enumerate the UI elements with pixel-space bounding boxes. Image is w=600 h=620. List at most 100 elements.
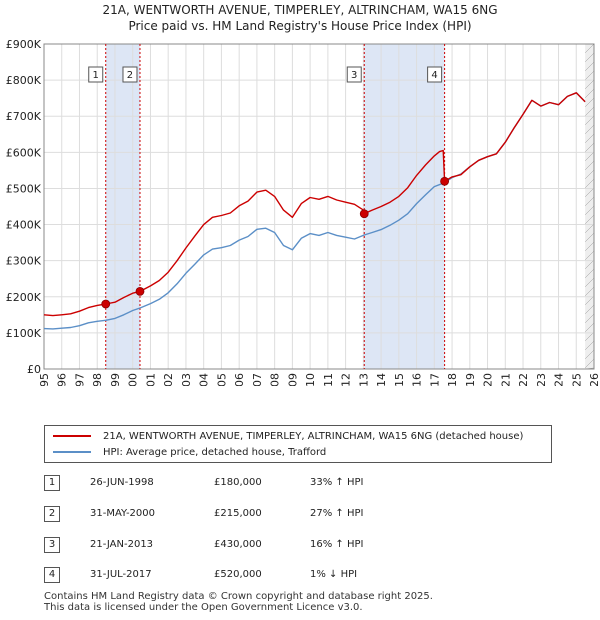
transaction-number: 4 xyxy=(44,567,60,583)
x-tick-label: 2018 xyxy=(446,373,459,386)
transaction-date: 26-JUN-1998 xyxy=(90,477,154,488)
forecast-hatch xyxy=(584,106,595,117)
transaction-hpi-delta: 1% ↓ HPI xyxy=(310,569,358,580)
chart-legend: 21A, WENTWORTH AVENUE, TIMPERLEY, ALTRIN… xyxy=(44,425,552,463)
x-tick-label: 1995 xyxy=(38,373,51,386)
x-tick-label: 2004 xyxy=(198,373,211,386)
y-tick-label: £400K xyxy=(6,219,42,232)
forecast-hatch xyxy=(584,232,595,243)
footer-copyright: Contains HM Land Registry data © Crown c… xyxy=(44,591,433,602)
forecast-hatch xyxy=(584,295,595,306)
forecast-hatch xyxy=(584,169,595,180)
forecast-hatch xyxy=(584,70,595,81)
forecast-hatch xyxy=(584,88,595,99)
transaction-hpi-delta: 16% ↑ HPI xyxy=(310,539,364,550)
transaction-marker-box xyxy=(427,66,443,83)
transaction-marker-label: 2 xyxy=(127,70,133,81)
x-tick-label: 2000 xyxy=(127,373,140,386)
x-tick-label: 2010 xyxy=(304,373,317,386)
forecast-hatch xyxy=(584,259,595,270)
x-tick-label: 2001 xyxy=(144,373,157,386)
transaction-point xyxy=(440,176,450,186)
x-tick-label: 1997 xyxy=(73,373,86,386)
y-tick-label: £200K xyxy=(6,291,42,304)
forecast-hatch xyxy=(584,241,595,252)
y-tick-label: £600K xyxy=(6,146,42,159)
legend-swatch-property xyxy=(53,435,91,437)
transaction-point xyxy=(359,209,369,219)
legend-label-property: 21A, WENTWORTH AVENUE, TIMPERLEY, ALTRIN… xyxy=(103,430,524,442)
forecast-hatch xyxy=(584,358,595,369)
forecast-hatch xyxy=(584,223,595,234)
transaction-point xyxy=(135,286,145,296)
x-tick-label: 2015 xyxy=(393,373,406,386)
forecast-hatch xyxy=(584,250,595,261)
x-tick-label: 1998 xyxy=(91,373,104,386)
forecast-hatch xyxy=(584,340,595,351)
footer: Contains HM Land Registry data © Crown c… xyxy=(44,591,433,613)
transaction-price: £180,000 xyxy=(214,477,262,488)
transaction-date: 21-JAN-2013 xyxy=(90,539,154,550)
x-tick-label: 2020 xyxy=(482,373,495,386)
x-tick-label: 2007 xyxy=(251,373,264,386)
transaction-number: 1 xyxy=(44,475,60,491)
forecast-hatch xyxy=(584,124,595,135)
transaction-hpi-delta: 33% ↑ HPI xyxy=(310,477,364,488)
title-subtitle: Price paid vs. HM Land Registry's House … xyxy=(128,19,472,33)
y-tick-label: £100K xyxy=(6,327,42,340)
transaction-price: £430,000 xyxy=(214,539,262,550)
forecast-hatch xyxy=(584,205,595,216)
forecast-hatch xyxy=(584,43,595,54)
transaction-date: 31-JUL-2017 xyxy=(90,569,152,580)
x-tick-label: 2005 xyxy=(215,373,228,386)
x-tick-label: 2012 xyxy=(340,373,353,386)
transaction-marker-label: 1 xyxy=(93,70,99,81)
forecast-hatch xyxy=(584,313,595,324)
x-tick-label: 2026 xyxy=(588,373,600,386)
forecast-hatch xyxy=(584,178,595,189)
forecast-hatch xyxy=(584,196,595,207)
x-tick-label: 2024 xyxy=(553,373,566,386)
x-tick-label: 2023 xyxy=(535,373,548,386)
x-tick-label: 2006 xyxy=(233,373,246,386)
legend-swatch-hpi xyxy=(53,451,91,453)
forecast-hatch xyxy=(584,187,595,198)
forecast-hatch xyxy=(584,115,595,126)
forecast-hatch xyxy=(584,61,595,72)
forecast-hatch xyxy=(584,79,595,90)
transaction-point xyxy=(101,299,111,309)
transaction-number: 2 xyxy=(44,506,60,522)
price-chart: £0 £100K £200K £300K £400K £500K £600K £700K £80… xyxy=(6,38,600,386)
legend-item-hpi: HPI: Average price, detached house, Traf… xyxy=(53,445,326,459)
x-tick-label: 1999 xyxy=(109,373,122,386)
shaded-period xyxy=(364,44,445,369)
y-tick-label: £900K xyxy=(6,38,42,51)
forecast-hatch xyxy=(584,52,595,63)
forecast-hatch xyxy=(584,268,595,279)
forecast-hatch xyxy=(584,151,595,162)
title-address: 21A, WENTWORTH AVENUE, TIMPERLEY, ALTRIN… xyxy=(102,3,498,17)
transaction-marker-box xyxy=(88,66,104,83)
x-tick-label: 2022 xyxy=(517,373,530,386)
x-tick-label: 2002 xyxy=(162,373,175,386)
y-tick-label: £700K xyxy=(6,110,42,123)
forecast-hatch xyxy=(584,286,595,297)
x-tick-label: 2025 xyxy=(570,373,583,386)
forecast-region xyxy=(585,44,594,369)
transaction-marker-box xyxy=(122,66,138,83)
transaction-marker-label: 4 xyxy=(431,70,437,81)
forecast-hatch xyxy=(584,160,595,171)
x-tick-label: 2009 xyxy=(286,373,299,386)
x-tick-label: 2003 xyxy=(180,373,193,386)
forecast-hatch xyxy=(584,304,595,315)
transaction-price: £520,000 xyxy=(214,569,262,580)
x-tick-label: 1996 xyxy=(56,373,69,386)
footer-licence: This data is licensed under the Open Gov… xyxy=(44,602,363,613)
forecast-hatch xyxy=(584,97,595,108)
forecast-hatch xyxy=(584,322,595,333)
chart-title: 21A, WENTWORTH AVENUE, TIMPERLEY, ALTRIN… xyxy=(0,2,600,34)
y-tick-label: £800K xyxy=(6,74,42,87)
transaction-number: 3 xyxy=(44,537,60,553)
transaction-price: £215,000 xyxy=(214,508,262,519)
y-tick-label: £300K xyxy=(6,255,42,268)
